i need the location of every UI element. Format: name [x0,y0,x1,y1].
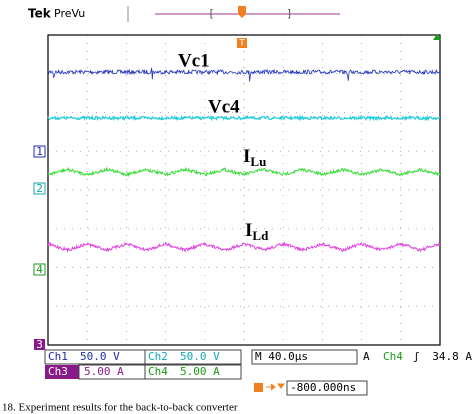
caption: 18. Experiment results for the back-to-b… [2,402,238,414]
channel-marker: 2 [36,182,43,195]
mode: PreVu [54,7,85,20]
readout: M 40.0µs [255,350,308,363]
bracket: ] [286,7,293,20]
readout: -800.000ns [290,381,356,394]
trace-label: Vc4 [208,96,240,117]
trace-label: Vc1 [178,50,210,71]
readout: ʃ [413,350,420,363]
screen-frame [47,34,441,346]
readout: 5.00 A [180,365,220,378]
readout: Ch1 [48,350,68,363]
readout: A [363,350,370,363]
readout: Ch3 [48,365,68,378]
readout: 5.00 A [84,365,124,378]
readout: Ch4 [383,350,403,363]
channel-markers: 1 2 4 3 [33,145,46,351]
trace-label: ILu [243,146,266,169]
waveform [47,166,441,178]
readout: Ch4 [148,365,168,378]
readouts: Ch1 50.0 V Ch2 50.0 V M 40.0µs A Ch4 ʃ 3… [44,349,472,396]
trigger-box [237,38,247,48]
channel-marker: 1 [36,145,43,158]
brand: Tek [28,7,52,21]
trigger-level [433,34,441,40]
readout: Ch2 [148,350,168,363]
waveform [47,67,441,82]
channel-marker: 3 [36,338,43,351]
waves [47,67,441,254]
trigger-marker: T [239,39,245,49]
waveform [47,241,441,254]
channel-marker: 4 [36,263,43,276]
trigger-pos [238,6,246,18]
readout: 34.8 A [432,350,472,363]
readout: 50.0 V [180,350,220,363]
waveform [47,114,441,122]
trace-label: ILd [245,220,269,243]
readout: 50.0 V [80,350,120,363]
bracket: [ [208,7,215,20]
